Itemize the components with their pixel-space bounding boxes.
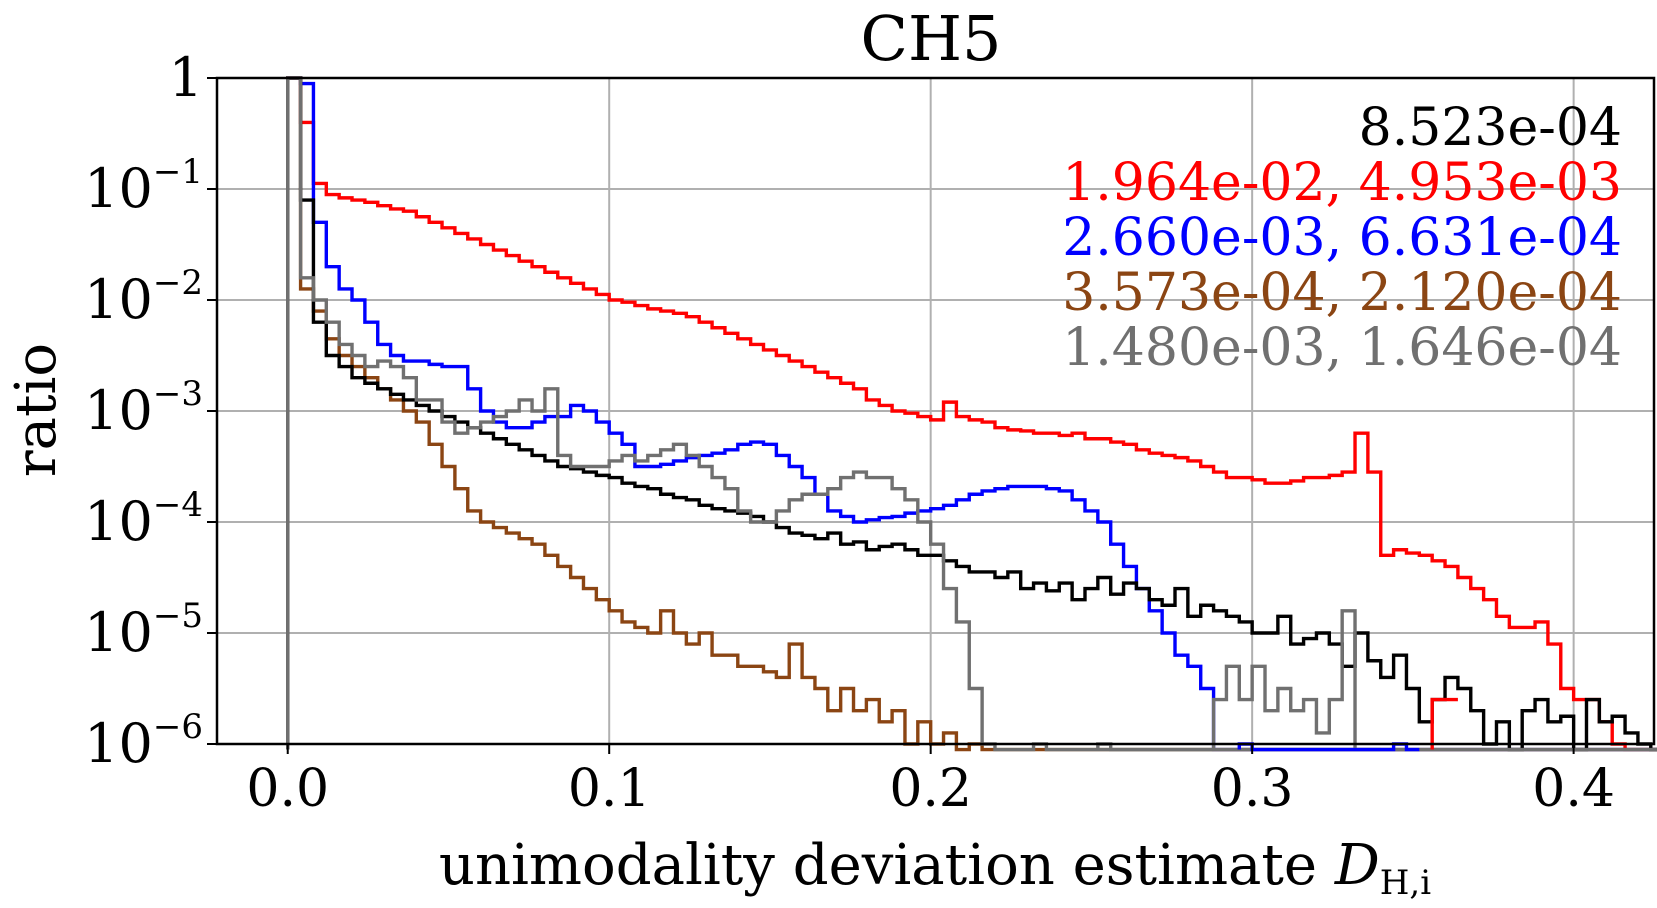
x-tick-label-0: 0.0 (246, 759, 329, 819)
y-tick-label-1: 10−1 (84, 152, 203, 220)
y-tick-label-6: 10−6 (84, 707, 203, 775)
x-tick-label-2: 0.2 (889, 759, 972, 819)
x-axis-label-text: unimodality deviation estimate (439, 833, 1335, 898)
x-tick-label-1: 0.1 (568, 759, 651, 819)
y-tick-label-3: 10−3 (84, 374, 203, 442)
legend: 8.523e-041.964e-02, 4.953e-032.660e-03, … (1062, 98, 1622, 378)
x-axis: 0.0 0.1 0.2 0.3 0.4 (246, 744, 1615, 819)
y-tick-label-5: 10−5 (84, 596, 203, 664)
legend-entry-red: 1.964e-02, 4.953e-03 (1062, 153, 1622, 213)
x-axis-label-sub: H,i (1380, 863, 1431, 903)
series-line-black (286, 76, 1657, 752)
y-axis: 1 10−1 10−2 10−3 10−4 10−5 10−6 (84, 46, 217, 775)
series-line-blue (286, 76, 1657, 752)
series-line-red-segment-3 (1430, 697, 1458, 750)
legend-entry-gray: 1.480e-03, 1.646e-04 (1062, 318, 1622, 378)
series-layer (286, 76, 1657, 752)
chart-title: CH5 (861, 2, 1002, 75)
series-line-gray (286, 76, 1657, 752)
y-tick-label-0: 1 (169, 46, 203, 109)
series-line-gray-segment-0 (1211, 609, 1381, 752)
legend-entry-black: 8.523e-04 (1359, 98, 1622, 158)
y-tick-label-2: 10−2 (84, 263, 203, 331)
x-tick-label-4: 0.4 (1532, 759, 1615, 819)
x-axis-label: unimodality deviation estimate DH,i (439, 833, 1431, 903)
y-tick-label-4: 10−4 (84, 485, 203, 553)
x-tick-label-3: 0.3 (1211, 759, 1294, 819)
y-axis-label: ratio (4, 343, 69, 477)
x-axis-label-var: D (1334, 833, 1380, 898)
legend-entry-blue: 2.660e-03, 6.631e-04 (1062, 208, 1622, 268)
legend-entry-brown: 3.573e-04, 2.120e-04 (1062, 263, 1622, 323)
